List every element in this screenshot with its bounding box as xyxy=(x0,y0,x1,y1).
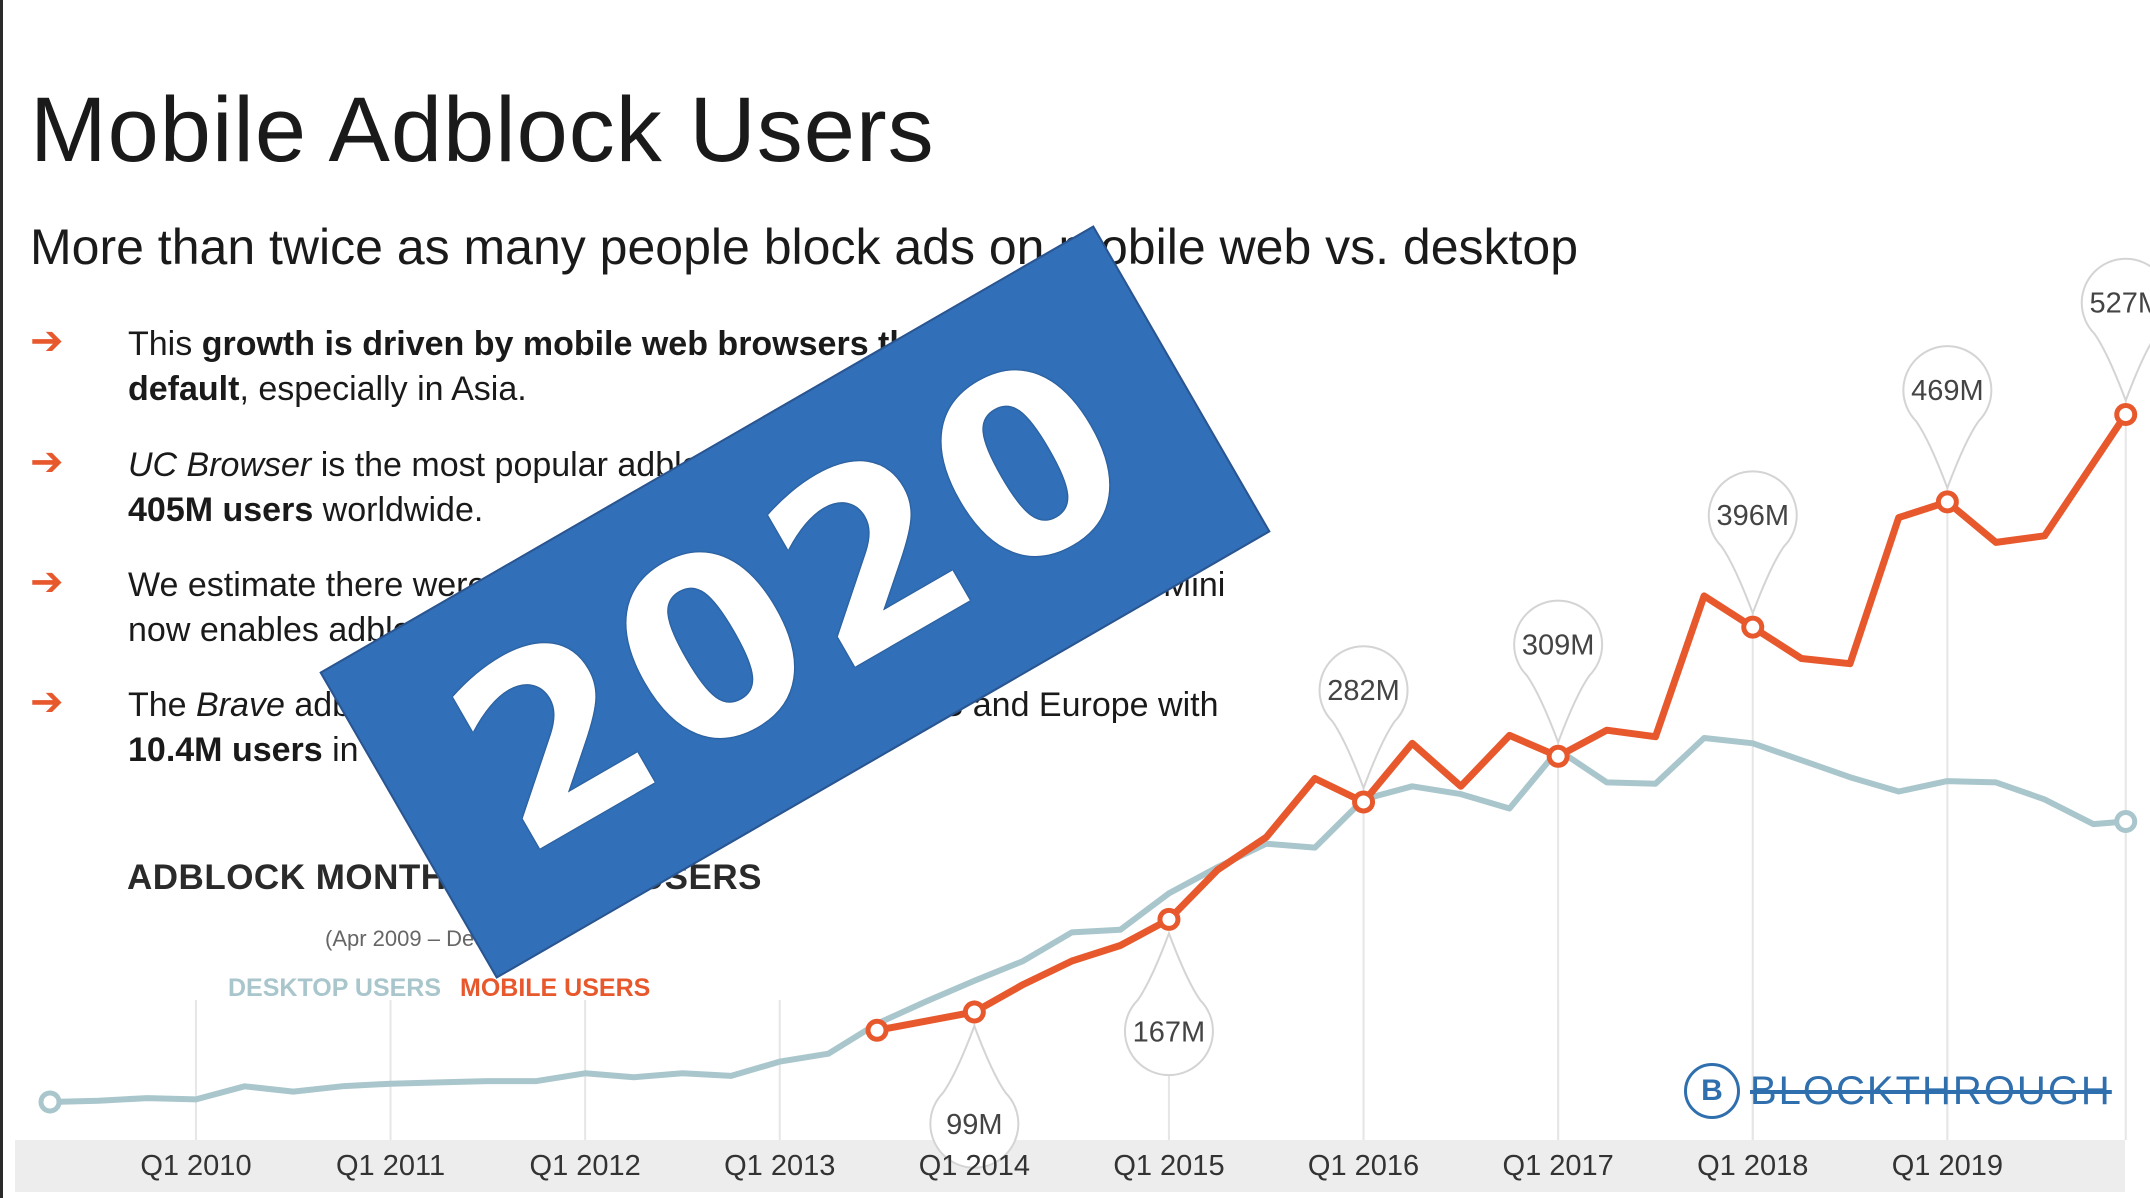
x-tick-label: Q1 2019 xyxy=(1892,1150,2003,1182)
desktop-point-marker xyxy=(2114,810,2138,834)
bullet-segment: worldwide. xyxy=(313,491,484,529)
bullet-segment: Brave xyxy=(196,686,285,724)
value-callout-label: 396M xyxy=(1716,500,1789,532)
desktop-users-line xyxy=(47,735,2129,1105)
value-callout-label: 99M xyxy=(946,1109,1002,1141)
value-callout-bubble xyxy=(1707,470,1798,617)
bullet-segment: UC Browser xyxy=(128,446,312,484)
arrow-bullet-icon: ➔ xyxy=(30,440,64,484)
series-markers xyxy=(38,403,2138,1114)
mobile-point-marker xyxy=(1352,790,1376,814)
bullet-segment: The xyxy=(128,686,197,724)
x-tick-label: Q1 2018 xyxy=(1697,1150,1808,1182)
mobile-point-marker xyxy=(962,1000,986,1024)
left-edge-line xyxy=(0,0,3,1198)
bullet-segment: 405M users xyxy=(128,491,314,529)
value-callout-bubble xyxy=(1318,645,1409,791)
mobile-point-marker xyxy=(2114,403,2138,427)
value-callout-label: 309M xyxy=(1522,629,1595,661)
legend-mobile-users: MOBILE USERS xyxy=(460,974,651,1002)
desktop-point-marker xyxy=(38,1090,62,1114)
brand-name: BLOCKTHROUGH xyxy=(1750,1068,2112,1113)
value-callout-bubble xyxy=(1123,930,1214,1077)
value-callout-bubble xyxy=(1513,599,1604,746)
brand-mark-icon: B xyxy=(1684,1063,1740,1119)
mobile-point-marker xyxy=(1157,907,1181,931)
bullet-segment: This xyxy=(128,325,202,363)
x-tick-label: Q1 2012 xyxy=(530,1150,641,1182)
x-tick-label: Q1 2014 xyxy=(919,1150,1030,1182)
value-callout-label: 527M xyxy=(2089,288,2150,320)
arrow-bullet-icon: ➔ xyxy=(30,319,64,363)
bullet-segment: 10.4M users xyxy=(128,731,323,769)
value-callout-bubble xyxy=(929,1023,1020,1169)
x-tick-label: Q1 2011 xyxy=(336,1150,445,1182)
series-lines xyxy=(47,411,2130,1105)
page-subtitle: More than twice as many people block ads… xyxy=(30,219,1579,275)
arrow-bullet-icon: ➔ xyxy=(30,560,64,604)
x-tick-label: Q1 2017 xyxy=(1503,1150,1614,1182)
arrow-bullet-icon: ➔ xyxy=(30,680,64,724)
x-tick-label: Q1 2016 xyxy=(1308,1150,1419,1182)
x-axis-ticks: Q1 2010 Q1 2011 Q1 2012 Q1 2013 Q1 2014 Q1 20… xyxy=(140,1150,2003,1182)
page-title: Mobile Adblock Users xyxy=(30,79,935,181)
mobile-users-line xyxy=(873,411,2130,1034)
brand-logo: B BLOCKTHROUGH xyxy=(1684,1063,2112,1119)
value-callout-label: 282M xyxy=(1327,675,1400,707)
mobile-point-marker xyxy=(1935,490,1959,514)
bullet-segment: , especially in Asia. xyxy=(239,370,527,408)
mobile-point-marker xyxy=(1741,615,1765,639)
value-callouts: 99M 167M 282M 309M 396M 469M 527M xyxy=(929,257,2150,1169)
value-callout-label: 469M xyxy=(1911,375,1984,407)
x-tick-label: Q1 2015 xyxy=(1113,1150,1224,1182)
legend-desktop-users: DESKTOP USERS xyxy=(228,974,442,1002)
mobile-point-marker xyxy=(865,1018,889,1042)
x-tick-label: Q1 2010 xyxy=(140,1150,251,1182)
x-tick-label: Q1 2013 xyxy=(724,1150,835,1182)
x-axis-band xyxy=(15,1140,2125,1192)
value-callout-bubble xyxy=(2080,257,2150,404)
value-callout-bubble xyxy=(1902,345,1993,491)
value-callout-label: 167M xyxy=(1133,1016,1206,1048)
mobile-point-marker xyxy=(1546,744,1570,768)
